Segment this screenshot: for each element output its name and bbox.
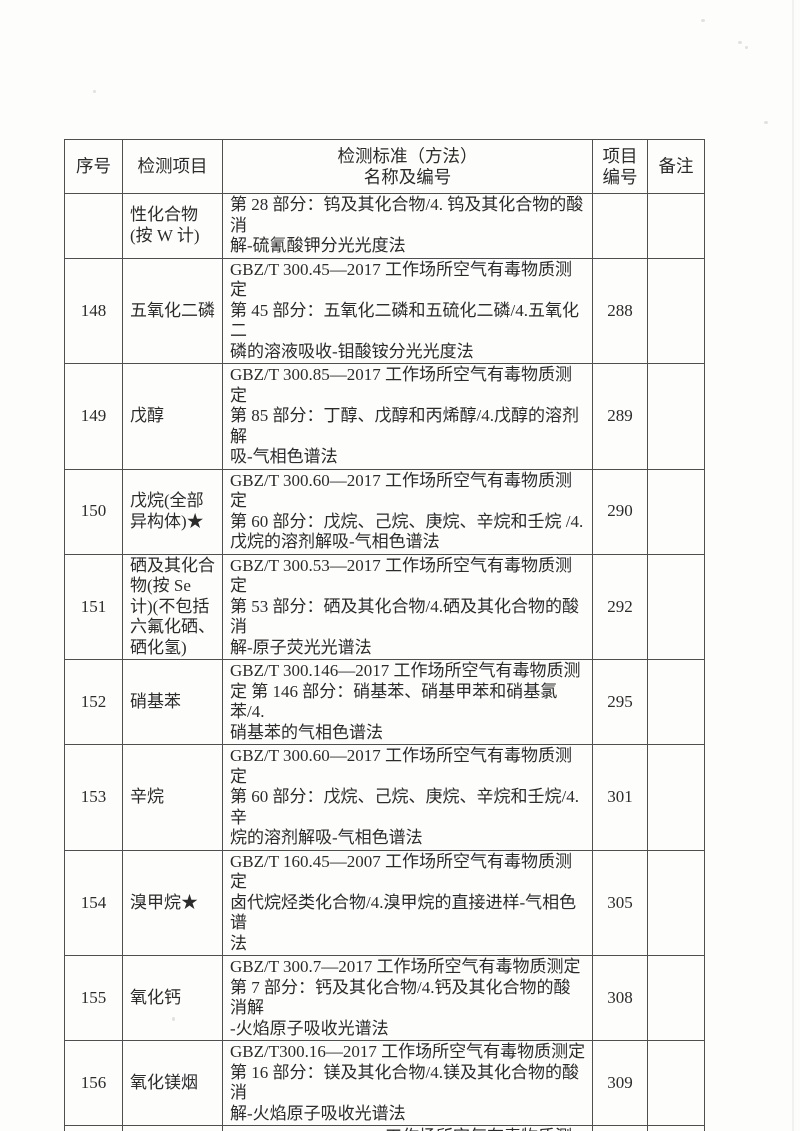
project-code-cell: 288	[592, 257, 648, 364]
project-code-cell: 305	[592, 849, 648, 956]
standard-cell: GBZ/T 300.53—2017 工作场所空气有毒物质测定 第 53 部分：硒…	[222, 553, 593, 660]
header-serial-number: 序号	[64, 139, 123, 194]
scan-speck	[93, 90, 96, 93]
header-test-item: 检测项目	[122, 139, 223, 194]
remark-cell	[647, 193, 705, 259]
remark-cell	[647, 468, 705, 555]
project-code-cell: 292	[592, 553, 648, 660]
serial-number-cell: 157	[64, 1125, 123, 1131]
remark-cell	[647, 257, 705, 364]
header-remark: 备注	[647, 139, 705, 194]
serial-number-cell: 153	[64, 744, 123, 851]
standard-cell: GBZ/T 300.146—2017 工作场所空气有毒物质测 定 第 146 部…	[222, 659, 593, 745]
remark-cell	[647, 363, 705, 470]
table-row: 153 辛烷 GBZ/T 300.60—2017 工作场所空气有毒物质测定 第 …	[64, 744, 705, 851]
test-item-cell: 戊烷(全部 异构体)★	[122, 468, 223, 555]
table-header: 序号 检测项目 检测标准（方法） 名称及编号 项目 编号 备注	[64, 139, 705, 194]
standard-cell: GBZ/T 300.60—2017 工作场所空气有毒物质测定 第 60 部分：戊…	[222, 744, 593, 851]
test-item-cell: 五氧化二磷	[122, 257, 223, 364]
serial-number-cell: 154	[64, 849, 123, 956]
remark-cell	[647, 955, 705, 1041]
project-code-cell	[592, 193, 648, 259]
remark-cell	[647, 553, 705, 660]
test-item-cell: 溴甲烷★	[122, 849, 223, 956]
serial-number-cell: 156	[64, 1040, 123, 1126]
scan-speck	[745, 46, 748, 49]
table-row: 151 硒及其化合 物(按 Se 计)(不包括 六氟化硒、 硒化氢) GBZ/T…	[64, 553, 705, 660]
table-row: 154 溴甲烷★ GBZ/T 160.45—2007 工作场所空气有毒物质测定 …	[64, 849, 705, 956]
serial-number-cell	[64, 193, 123, 259]
standard-cell: GBZ/T 160.45—2007 工作场所空气有毒物质测定 卤代烷烃类化合物/…	[222, 849, 593, 956]
table-row: 性化合物 (按 W 计) 第 28 部分：钨及其化合物/4. 钨及其化合物的酸消…	[64, 193, 705, 259]
test-item-cell: 性化合物 (按 W 计)	[122, 193, 223, 259]
standard-cell: GBZ/T300.16—2017 工作场所空气有毒物质测定 第 16 部分：镁及…	[222, 1040, 593, 1126]
remark-cell	[647, 849, 705, 956]
project-code-cell: 310	[592, 1125, 648, 1131]
test-item-cell: 辛烷	[122, 744, 223, 851]
standard-cell: GBZ/T 300.31—2017 工作场所空气有毒物质测定 第 31 部分：锌…	[222, 1125, 593, 1131]
table-row: 152 硝基苯 GBZ/T 300.146—2017 工作场所空气有毒物质测 定…	[64, 659, 705, 745]
test-item-cell: 氧化镁烟	[122, 1040, 223, 1126]
remark-cell	[647, 659, 705, 745]
remark-cell	[647, 1125, 705, 1131]
table-row: 155 氧化钙 GBZ/T 300.7—2017 工作场所空气有毒物质测定 第 …	[64, 955, 705, 1041]
table-row: 157 氧化锌★ GBZ/T 300.31—2017 工作场所空气有毒物质测定 …	[64, 1125, 705, 1131]
standard-cell: GBZ/T 300.60—2017 工作场所空气有毒物质测定 第 60 部分：戊…	[222, 468, 593, 555]
test-item-cell: 硝基苯	[122, 659, 223, 745]
remark-cell	[647, 1040, 705, 1126]
table-row: 156 氧化镁烟 GBZ/T300.16—2017 工作场所空气有毒物质测定 第…	[64, 1040, 705, 1126]
test-item-cell: 硒及其化合 物(按 Se 计)(不包括 六氟化硒、 硒化氢)	[122, 553, 223, 660]
serial-number-cell: 152	[64, 659, 123, 745]
standard-cell: GBZ/T 300.85—2017 工作场所空气有毒物质测定 第 85 部分：丁…	[222, 363, 593, 470]
serial-number-cell: 155	[64, 955, 123, 1041]
standard-cell: 第 28 部分：钨及其化合物/4. 钨及其化合物的酸消 解-硫氰酸钾分光光度法	[222, 193, 593, 259]
scanner-edge-artifact	[792, 0, 794, 1131]
table-header-row: 序号 检测项目 检测标准（方法） 名称及编号 项目 编号 备注	[64, 139, 705, 194]
table-row: 149 戊醇 GBZ/T 300.85—2017 工作场所空气有毒物质测定 第 …	[64, 363, 705, 470]
scan-speck	[738, 41, 742, 44]
table-body: 性化合物 (按 W 计) 第 28 部分：钨及其化合物/4. 钨及其化合物的酸消…	[64, 193, 705, 1131]
serial-number-cell: 148	[64, 257, 123, 364]
project-code-cell: 290	[592, 468, 648, 555]
detection-standards-table: 序号 检测项目 检测标准（方法） 名称及编号 项目 编号 备注 性化合物 (按 …	[64, 139, 705, 1131]
project-code-cell: 309	[592, 1040, 648, 1126]
serial-number-cell: 151	[64, 553, 123, 660]
project-code-cell: 308	[592, 955, 648, 1041]
header-standard-name: 检测标准（方法） 名称及编号	[222, 139, 593, 194]
header-project-code: 项目 编号	[592, 139, 648, 194]
test-item-cell: 氧化锌★	[122, 1125, 223, 1131]
standard-cell: GBZ/T 300.7—2017 工作场所空气有毒物质测定 第 7 部分：钙及其…	[222, 955, 593, 1041]
remark-cell	[647, 744, 705, 851]
scan-speck	[764, 121, 768, 124]
project-code-cell: 301	[592, 744, 648, 851]
table-row: 150 戊烷(全部 异构体)★ GBZ/T 300.60—2017 工作场所空气…	[64, 468, 705, 555]
project-code-cell: 295	[592, 659, 648, 745]
serial-number-cell: 149	[64, 363, 123, 470]
serial-number-cell: 150	[64, 468, 123, 555]
scan-speck	[701, 19, 705, 22]
test-item-cell: 氧化钙	[122, 955, 223, 1041]
project-code-cell: 289	[592, 363, 648, 470]
test-item-cell: 戊醇	[122, 363, 223, 470]
table-row: 148 五氧化二磷 GBZ/T 300.45—2017 工作场所空气有毒物质测定…	[64, 257, 705, 364]
standard-cell: GBZ/T 300.45—2017 工作场所空气有毒物质测定 第 45 部分：五…	[222, 257, 593, 364]
